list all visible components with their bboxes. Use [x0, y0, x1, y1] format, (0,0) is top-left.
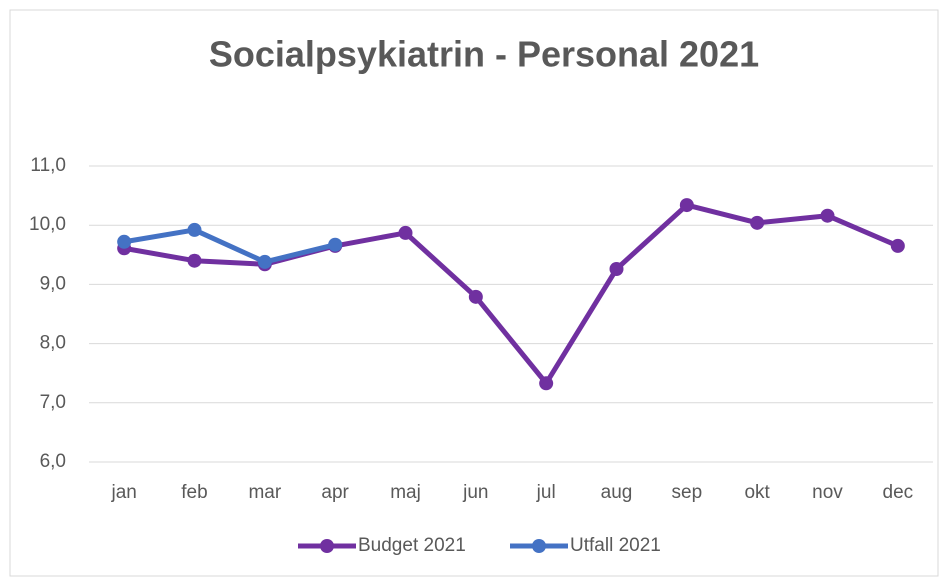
point-marker [117, 234, 132, 249]
y-tick-label: 6,0 [40, 451, 66, 472]
y-tick-label: 8,0 [40, 333, 66, 354]
x-tick-label: jun [462, 482, 488, 503]
x-tick-label: aug [601, 482, 633, 503]
legend-marker [532, 539, 546, 553]
point-marker [679, 198, 694, 213]
y-tick-label: 9,0 [40, 273, 66, 294]
point-marker [187, 222, 202, 237]
x-tick-label: maj [390, 482, 421, 503]
point-marker [398, 225, 413, 240]
series-line [123, 227, 336, 265]
point-marker [539, 376, 554, 391]
point-marker [820, 208, 835, 223]
point-marker [750, 215, 765, 230]
y-tick-label: 10,0 [29, 214, 66, 235]
legend-marker [320, 539, 334, 553]
x-tick-label: sep [672, 482, 703, 503]
legend-label: Budget 2021 [358, 535, 466, 556]
x-tick-label: feb [181, 482, 207, 503]
x-tick-label: apr [321, 482, 349, 503]
x-tick-label: nov [812, 482, 843, 503]
legend-label: Utfall 2021 [570, 535, 661, 556]
point-marker [890, 238, 905, 253]
y-tick-label: 7,0 [40, 392, 66, 413]
x-tick-label: mar [248, 482, 281, 503]
y-tick-label: 11,0 [30, 155, 66, 176]
point-marker [328, 237, 343, 252]
x-tick-label: okt [744, 482, 770, 503]
x-tick-label: dec [883, 482, 914, 503]
point-marker [468, 289, 483, 304]
point-marker [609, 262, 624, 277]
x-tick-label: jan [110, 482, 136, 503]
chart-title: Socialpsykiatrin - Personal 2021 [209, 34, 759, 75]
point-marker [257, 254, 272, 269]
point-marker [187, 253, 202, 268]
series-line [123, 202, 899, 386]
x-tick-label: jul [536, 482, 556, 503]
